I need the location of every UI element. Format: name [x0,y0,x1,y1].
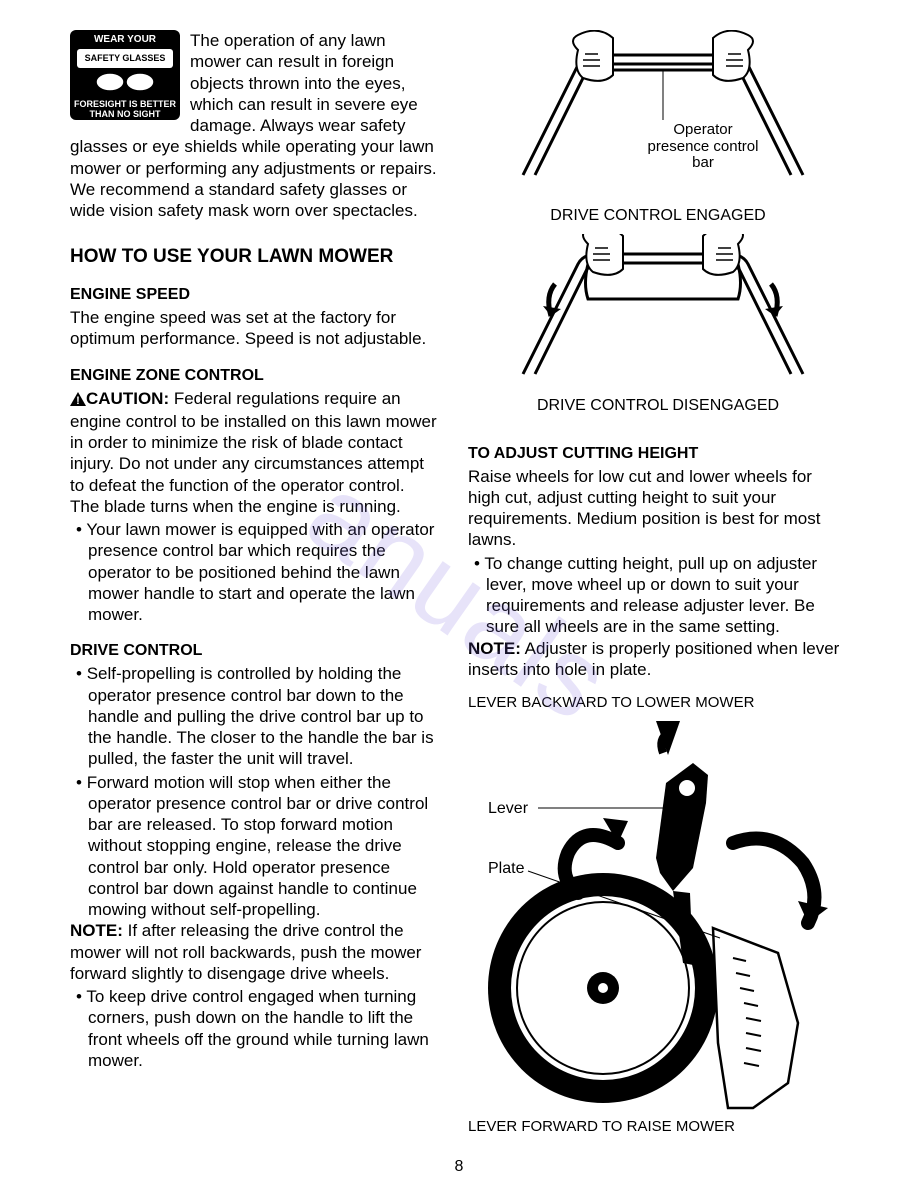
svg-text:!: ! [76,395,80,406]
left-hand-icon [573,31,613,81]
page-number: 8 [70,1157,848,1177]
lever-bottom-label: LEVER FORWARD TO RAISE MOWER [468,1118,848,1137]
safety-icon-top: WEAR YOUR [73,34,177,47]
engine-zone-caution: ! CAUTION: Federal regulations require a… [70,388,438,518]
right-hand-icon [703,234,743,275]
left-column: WEAR YOUR SAFETY GLASSES FORESIGHT IS BE… [70,30,438,1137]
drive-control-bullet-1: Self-propelling is controlled by holding… [70,663,438,769]
mower-handle-disengaged-illustration [483,234,833,384]
cutting-height-list: To change cutting height, pull up on adj… [468,553,848,638]
cutting-height-text: Raise wheels for low cut and lower wheel… [468,466,848,551]
drive-control-bullet-3: To keep drive control engaged when turni… [70,986,438,1071]
mower-handle-engaged-illustration: Operator presence control bar [483,30,833,195]
adjuster-plate [713,928,798,1108]
engine-zone-heading: ENGINE ZONE CONTROL [70,366,438,386]
engine-speed-text: The engine speed was set at the factory … [70,307,438,350]
note-text: Adjuster is properly positioned when lev… [468,639,839,679]
note-label: NOTE: [468,639,521,658]
plate-callout-text: Plate [488,860,525,877]
engine-zone-bullet: Your lawn mower is equipped with an oper… [70,519,438,625]
section-title: HOW TO USE YOUR LAWN MOWER [70,245,438,269]
disengaged-caption: DRIVE CONTROL DISENGAGED [468,396,848,416]
callout-operator-bar: Operator presence control bar [643,122,763,172]
drive-control-heading: DRIVE CONTROL [70,641,438,661]
right-hand-icon [713,31,753,81]
caution-label: CAUTION: [86,389,169,408]
engaged-caption: DRIVE CONTROL ENGAGED [468,206,848,226]
cutting-height-note: NOTE: Adjuster is properly positioned wh… [468,638,848,681]
wheel-adjuster-illustration: Lever Plate [468,713,848,1113]
note-label: NOTE: [70,921,123,940]
engine-zone-list: Your lawn mower is equipped with an oper… [70,519,438,625]
drive-control-bullet-2: Forward motion will stop when either the… [70,772,438,921]
cutting-height-bullet: To change cutting height, pull up on adj… [468,553,848,638]
engine-speed-heading: ENGINE SPEED [70,285,438,305]
safety-icon-middle: SAFETY GLASSES [77,49,173,68]
lever-callout-text: Lever [488,800,529,817]
note-text: If after releasing the drive control the… [70,921,421,983]
drive-control-list: Self-propelling is controlled by holding… [70,663,438,920]
drive-engaged-diagram: Operator presence control bar DRIVE CONT… [468,30,848,226]
drive-control-note: NOTE: If after releasing the drive contr… [70,920,438,984]
left-hand-icon [583,234,623,275]
drive-disengaged-diagram: DRIVE CONTROL DISENGAGED [468,234,848,415]
safety-glasses-icon: WEAR YOUR SAFETY GLASSES FORESIGHT IS BE… [70,30,180,120]
two-column-layout: WEAR YOUR SAFETY GLASSES FORESIGHT IS BE… [70,30,848,1137]
cutting-height-heading: TO ADJUST CUTTING HEIGHT [468,444,848,464]
warning-triangle-icon: ! [70,390,86,411]
wheel-lever-diagram: Lever Plate [468,713,848,1118]
safety-icon-bottom: FORESIGHT IS BETTER THAN NO SIGHT [73,100,177,120]
lever-top-label: LEVER BACKWARD TO LOWER MOWER [468,694,848,713]
drive-control-list-2: To keep drive control engaged when turni… [70,986,438,1071]
right-column: Operator presence control bar DRIVE CONT… [468,30,848,1137]
glasses-pictogram [90,72,160,92]
